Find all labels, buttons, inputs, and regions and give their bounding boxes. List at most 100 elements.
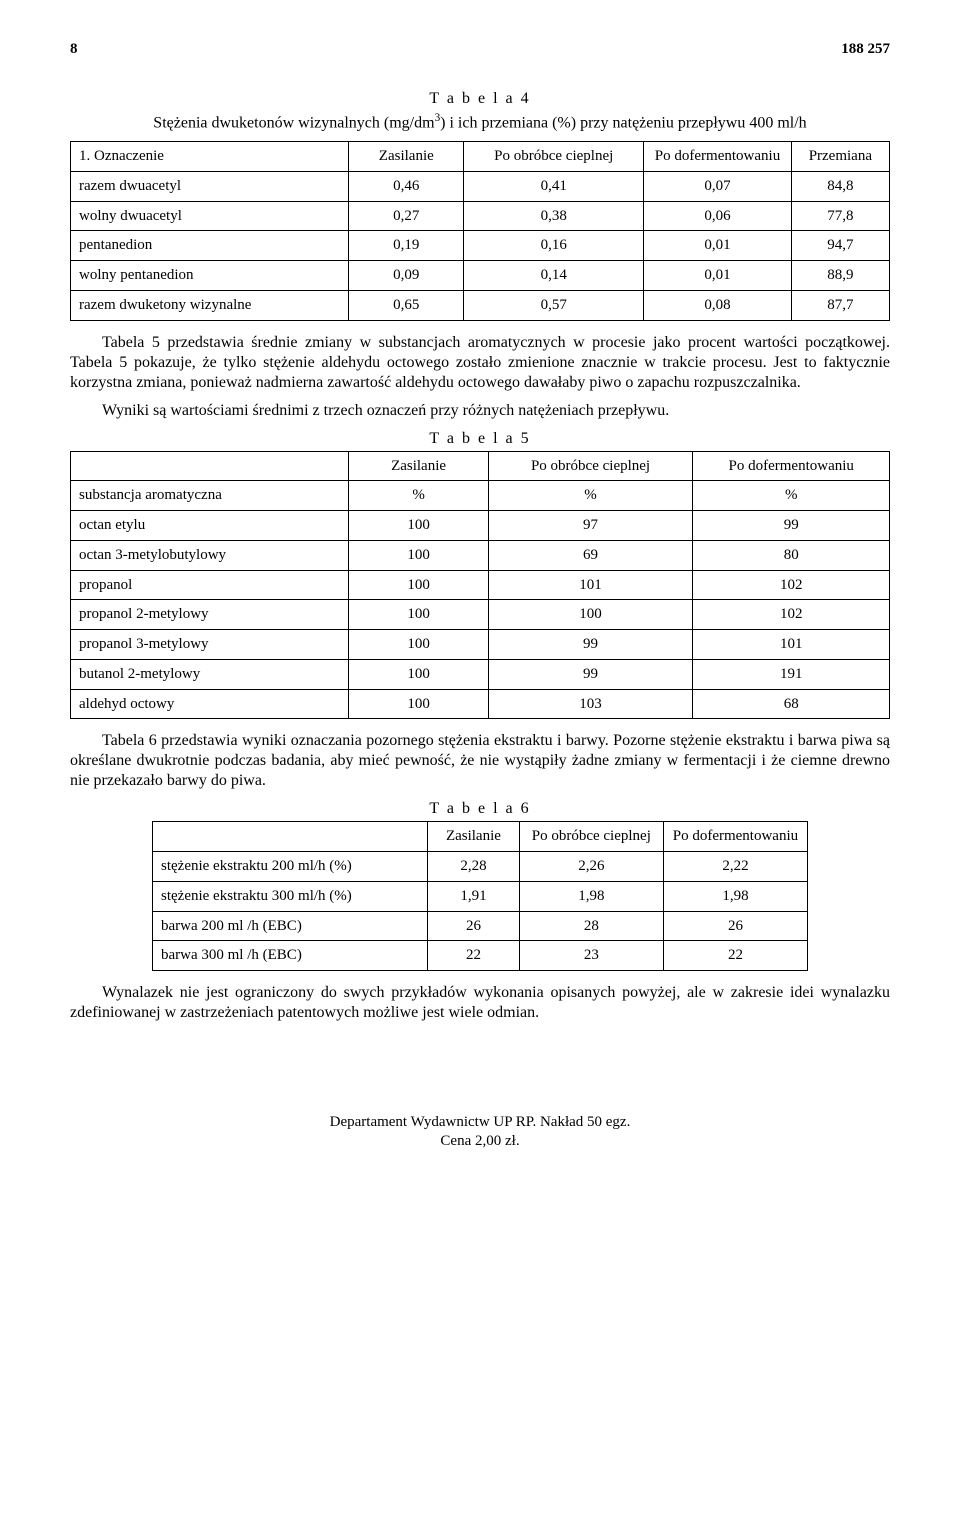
table-cell: 68 [693,689,890,719]
table-cell: substancja aromatyczna [71,481,349,511]
table-cell: 0,14 [464,261,644,291]
table-cell: 22 [428,941,520,971]
table-cell: 0,16 [464,231,644,261]
table-cell: 1,91 [428,881,520,911]
table-header-cell: Przemiana [791,142,889,172]
table-cell: 100 [349,600,488,630]
footer: Departament Wydawnictw UP RP. Nakład 50 … [70,1113,890,1151]
table-cell: 99 [693,511,890,541]
table-header-cell: Po dofermentowaniu [693,451,890,481]
table-row: razem dwuacetyl0,460,410,0784,8 [71,171,890,201]
table-cell: 28 [519,911,663,941]
table-cell: 0,01 [644,261,791,291]
table-cell: propanol [71,570,349,600]
table-row: barwa 300 ml /h (EBC)222322 [153,941,808,971]
table-cell: octan 3-metylobutylowy [71,540,349,570]
table-cell: 100 [349,630,488,660]
table4-subtitle: Stężenia dwuketonów wizynalnych (mg/dm3)… [70,111,890,133]
table-cell: razem dwuketony wizynalne [71,290,349,320]
table-cell: 0,46 [349,171,464,201]
table-cell: 101 [488,570,693,600]
table-cell: 0,09 [349,261,464,291]
table-cell: wolny dwuacetyl [71,201,349,231]
table-cell: 0,07 [644,171,791,201]
table-cell: razem dwuacetyl [71,171,349,201]
table-header-cell: Zasilanie [349,451,488,481]
table-cell: 99 [488,630,693,660]
table-cell: 0,06 [644,201,791,231]
table-cell: 88,9 [791,261,889,291]
table-cell: 102 [693,570,890,600]
paragraph-4: Wynalazek nie jest ograniczony do swych … [70,983,890,1023]
footer-line2: Cena 2,00 zł. [70,1132,890,1151]
table-cell: 26 [428,911,520,941]
table-cell: 80 [693,540,890,570]
table-cell: 26 [663,911,807,941]
table-cell: 99 [488,659,693,689]
table-row: barwa 200 ml /h (EBC)262826 [153,911,808,941]
table-cell: 101 [693,630,890,660]
table-cell: % [693,481,890,511]
footer-line1: Departament Wydawnictw UP RP. Nakład 50 … [70,1113,890,1132]
table5: ZasilaniePo obróbce cieplnejPo doferment… [70,451,890,720]
table-header-cell [153,822,428,852]
table-cell: 0,41 [464,171,644,201]
doc-number: 188 257 [841,40,890,59]
table-cell: wolny pentanedion [71,261,349,291]
page-number: 8 [70,40,78,59]
table-cell: 100 [349,659,488,689]
table-header-cell: Po obróbce cieplnej [488,451,693,481]
table-cell: propanol 2-metylowy [71,600,349,630]
table-row: octan etylu1009799 [71,511,890,541]
paragraph-1: Tabela 5 przedstawia średnie zmiany w su… [70,333,890,393]
table-cell: propanol 3-metylowy [71,630,349,660]
table-row: propanol 3-metylowy10099101 [71,630,890,660]
table5-caption: T a b e l a 5 [70,429,890,449]
table-cell: 100 [349,689,488,719]
table-row: wolny pentanedion0,090,140,0188,9 [71,261,890,291]
table-cell: 103 [488,689,693,719]
table-cell: 191 [693,659,890,689]
table-cell: 23 [519,941,663,971]
table-cell: 2,26 [519,852,663,882]
table-cell: butanol 2-metylowy [71,659,349,689]
table-cell: barwa 200 ml /h (EBC) [153,911,428,941]
table-cell: 100 [349,511,488,541]
table-cell: 102 [693,600,890,630]
table-cell: 0,08 [644,290,791,320]
paragraph-2: Wyniki są wartościami średnimi z trzech … [70,401,890,421]
table-cell: 87,7 [791,290,889,320]
page-header: 8 188 257 [70,40,890,59]
table-cell: stężenie ekstraktu 300 ml/h (%) [153,881,428,911]
table-cell: 1,98 [519,881,663,911]
table-row: butanol 2-metylowy10099191 [71,659,890,689]
table-header-cell: Zasilanie [428,822,520,852]
table-cell: pentanedion [71,231,349,261]
table-row: stężenie ekstraktu 300 ml/h (%)1,911,981… [153,881,808,911]
table6: ZasilaniePo obróbce cieplnejPo doferment… [152,821,808,971]
table-cell: 0,01 [644,231,791,261]
table-cell: 2,28 [428,852,520,882]
table-cell: 0,57 [464,290,644,320]
table-cell: 97 [488,511,693,541]
table-cell: 69 [488,540,693,570]
table-row: propanol 2-metylowy100100102 [71,600,890,630]
paragraph-3: Tabela 6 przedstawia wyniki oznaczania p… [70,731,890,791]
table-header-cell: Po dofermentowaniu [644,142,791,172]
table-cell: barwa 300 ml /h (EBC) [153,941,428,971]
table-header-cell: Po obróbce cieplnej [464,142,644,172]
table4: 1. OznaczenieZasilaniePo obróbce cieplne… [70,141,890,321]
table-row: pentanedion0,190,160,0194,7 [71,231,890,261]
table-row: octan 3-metylobutylowy1006980 [71,540,890,570]
table-cell: 100 [349,540,488,570]
table-header-cell: Po dofermentowaniu [663,822,807,852]
table-header-cell: Zasilanie [349,142,464,172]
table-header-cell [71,451,349,481]
table6-caption: T a b e l a 6 [70,799,890,819]
table-row: substancja aromatyczna%%% [71,481,890,511]
table-row: razem dwuketony wizynalne0,650,570,0887,… [71,290,890,320]
table-cell: 0,38 [464,201,644,231]
table-cell: % [349,481,488,511]
table4-caption: T a b e l a 4 [70,89,890,109]
table-cell: 100 [488,600,693,630]
